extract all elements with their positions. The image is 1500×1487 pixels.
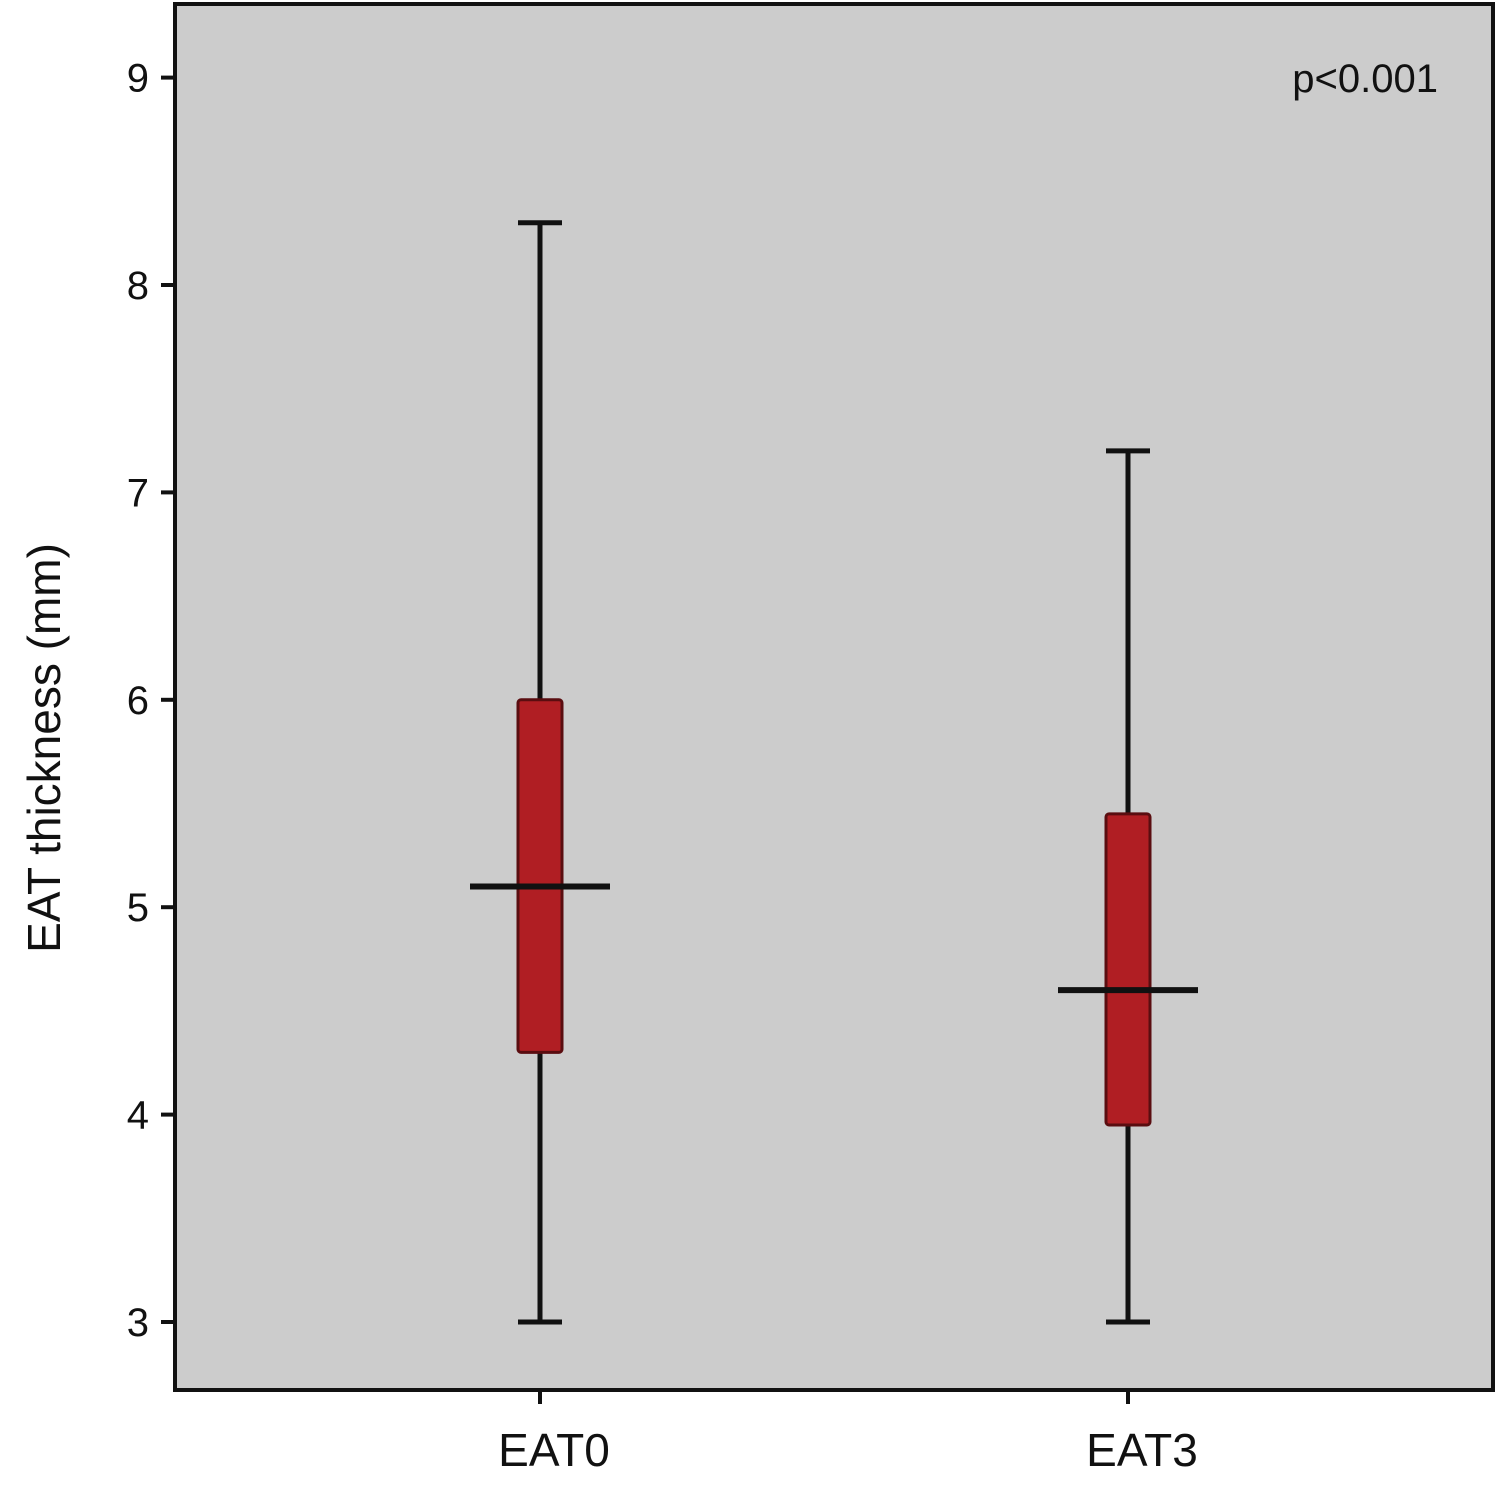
x-tick-label-eat3: EAT3 xyxy=(1086,1424,1198,1476)
x-tick-label-eat0: EAT0 xyxy=(498,1424,610,1476)
y-tick-label-6: 6 xyxy=(127,679,149,723)
y-axis-title: EAT thickness (mm) xyxy=(18,543,70,953)
y-tick-label-8: 8 xyxy=(127,264,149,308)
plot-area xyxy=(173,2,1495,1392)
x-axis: EAT0 EAT3 xyxy=(498,1390,1198,1476)
y-tick-label-9: 9 xyxy=(127,57,149,101)
y-tick-label-4: 4 xyxy=(127,1094,149,1138)
y-tick-label-3: 3 xyxy=(127,1301,149,1345)
y-axis: 3 4 5 6 7 8 9 xyxy=(127,57,175,1345)
y-tick-label-7: 7 xyxy=(127,471,149,515)
boxes xyxy=(470,220,1198,1325)
box-eat3 xyxy=(1058,448,1198,1325)
box-eat0 xyxy=(470,220,610,1325)
y-tick-label-5: 5 xyxy=(127,886,149,930)
p-value-annotation: p<0.001 xyxy=(1292,57,1438,101)
iqr-box-eat3 xyxy=(1104,812,1152,1127)
iqr-box-eat0 xyxy=(516,698,564,1054)
